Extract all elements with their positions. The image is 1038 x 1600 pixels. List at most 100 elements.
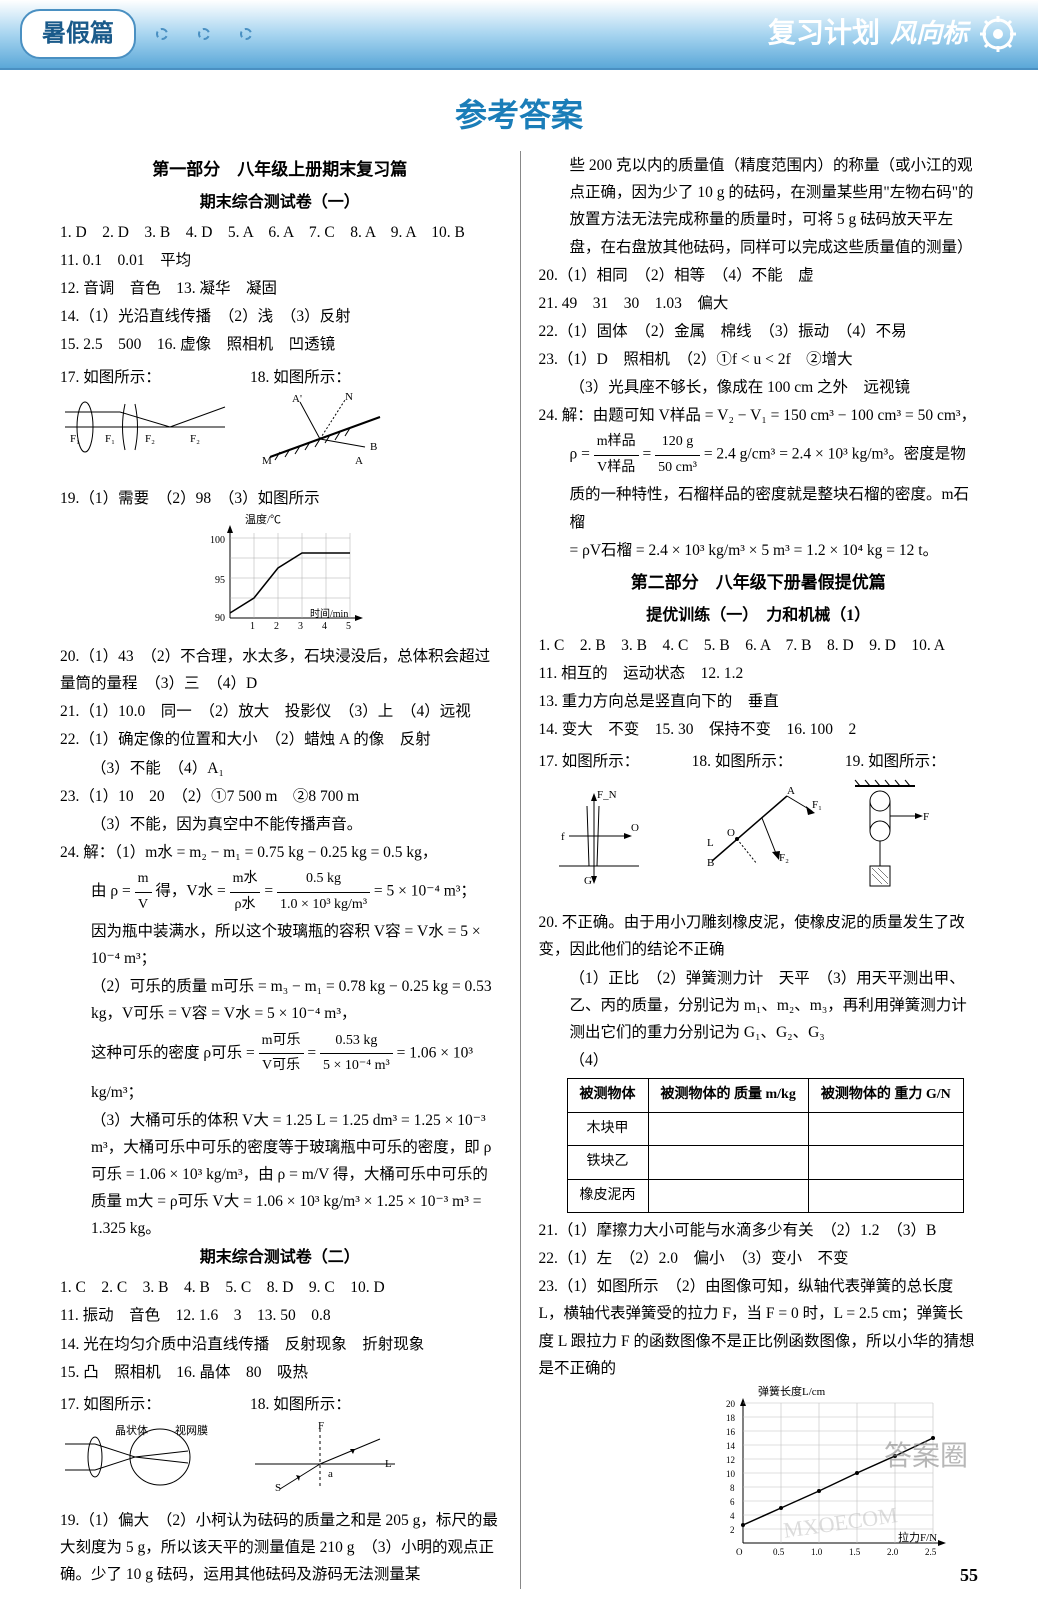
svg-text:N: N xyxy=(345,392,353,403)
part1-title: 第一部分 八年级上册期末复习篇 xyxy=(60,155,500,185)
svg-text:12: 12 xyxy=(726,1455,735,1465)
answer-line: 23.（1）如图所示 （2）由图像可知，纵轴代表弹簧的总长度 L，横轴代表弹簧受… xyxy=(539,1273,979,1382)
svg-text:8: 8 xyxy=(730,1483,735,1493)
svg-text:晶状体: 晶状体 xyxy=(115,1423,148,1437)
equation-line: 由 ρ = mV 得，V水 = m水ρ水 = 0.5 kg1.0 × 10³ k… xyxy=(60,867,500,917)
svg-text:F₁: F₁ xyxy=(812,799,822,811)
answer-line: （3）大桶可乐的体积 V大 = 1.25 L = 1.25 dm³ = 1.25… xyxy=(60,1107,500,1243)
page-header: 暑假篇 复习计划 风向标 xyxy=(0,0,1038,70)
svg-text:A: A xyxy=(787,785,795,797)
answer-line: （3）不能，因为真空中不能传播声音。 xyxy=(60,811,500,838)
answer-line: 23.（1）10 20 （2）①7 500 m ②8 700 m xyxy=(60,783,500,810)
answer-line: （3）不能 （4）A₁ xyxy=(60,755,500,782)
svg-text:F: F xyxy=(318,1420,324,1432)
svg-text:18: 18 xyxy=(726,1413,736,1423)
svg-text:O: O xyxy=(736,1547,743,1557)
svg-text:F: F xyxy=(923,811,929,823)
svg-text:95: 95 xyxy=(215,575,225,586)
equation-line: 这种可乐的密度 ρ可乐 = m可乐V可乐 = 0.53 kg5 × 10⁻⁴ m… xyxy=(60,1029,500,1106)
answer-line: 17. 如图所示： xyxy=(60,364,230,391)
eye-diagram: 晶状体 视网膜 xyxy=(60,1419,230,1494)
answer-line: 20. 不正确。由于用小刀雕刻橡皮泥，使橡皮泥的质量发生了改变，因此他们的结论不… xyxy=(539,909,979,963)
table-cell: 橡皮泥丙 xyxy=(567,1179,648,1213)
svg-text:时间/min: 时间/min xyxy=(310,607,348,620)
answer-line: 24. 解：（1）m水 = m₂ − m₁ = 0.75 kg − 0.25 k… xyxy=(60,839,500,866)
svg-text:0.5: 0.5 xyxy=(773,1547,785,1557)
graph-xlabel: 拉力F/N xyxy=(898,1530,937,1544)
answer-line: 22.（1）固体 （2）金属 棉线 （3）振动 （4）不易 xyxy=(539,318,979,345)
page-number: 55 xyxy=(960,1561,978,1590)
table-header: 被测物体的 质量 m/kg xyxy=(648,1079,808,1113)
svg-text:A': A' xyxy=(292,393,302,405)
svg-text:3: 3 xyxy=(298,621,303,632)
svg-text:1.5: 1.5 xyxy=(849,1547,861,1557)
optics-diagram-17: F₁ F₁ F₂ F₂ xyxy=(60,392,230,462)
table-header: 被测物体 xyxy=(567,1079,648,1113)
answer-line: 19. 如图所示： xyxy=(845,748,978,775)
svg-text:A: A xyxy=(355,455,363,467)
answer-line: （1）正比 （2）弹簧测力计 天平 （3）用天平测出甲、乙、丙的质量，分别记为 … xyxy=(539,965,979,1046)
content-columns: 第一部分 八年级上册期末复习篇 期末综合测试卷（一） 1. D 2. D 3. … xyxy=(0,151,1038,1589)
table-label: （4） xyxy=(539,1047,979,1074)
table-cell xyxy=(808,1179,963,1213)
svg-text:f: f xyxy=(561,831,565,843)
answer-line: （2）可乐的质量 m可乐 = m₃ − m₁ = 0.78 kg − 0.25 … xyxy=(60,973,500,1027)
main-title: 参考答案 xyxy=(0,70,1038,151)
answer-line: 12. 音调 音色 13. 凝华 凝固 xyxy=(60,275,500,302)
svg-text:16: 16 xyxy=(726,1427,736,1437)
svg-text:M: M xyxy=(262,455,272,467)
svg-text:90: 90 xyxy=(215,613,225,624)
svg-text:L: L xyxy=(385,1458,392,1470)
svg-text:2.0: 2.0 xyxy=(887,1547,899,1557)
left-column: 第一部分 八年级上册期末复习篇 期末综合测试卷（一） 1. D 2. D 3. … xyxy=(60,151,500,1589)
table-cell xyxy=(648,1146,808,1180)
answer-line: 24. 解：由题可知 V样品 = V₂ − V₁ = 150 cm³ − 100… xyxy=(539,402,979,429)
answer-line: 19.（1）偏大 （2）小柯认为砝码的质量之和是 205 g，标尺的最大刻度为 … xyxy=(60,1507,500,1588)
table-cell xyxy=(808,1112,963,1146)
answer-line: 些 200 克以内的质量值（精度范围内）的称量（或小江的观点正确，因为少了 10… xyxy=(539,152,979,261)
svg-text:O: O xyxy=(631,822,639,834)
svg-text:2.5: 2.5 xyxy=(925,1547,937,1557)
svg-text:F₁: F₁ xyxy=(105,433,115,445)
svg-text:5: 5 xyxy=(346,621,351,632)
header-right: 复习计划 风向标 xyxy=(768,12,1018,57)
answer-line: 20.（1）相同 （2）相等 （4）不能 虚 xyxy=(539,262,979,289)
answer-line: 11. 相互的 运动状态 12. 1.2 xyxy=(539,660,979,687)
answer-line: 11. 0.1 0.01 平均 xyxy=(60,247,500,274)
test1-title: 期末综合测试卷（一） xyxy=(60,189,500,217)
answer-line: 20.（1）43 （2）不合理，水太多，石块浸没后，总体积会超过量筒的量程 （3… xyxy=(60,643,500,697)
svg-text:1: 1 xyxy=(250,621,255,632)
answer-line: 13. 重力方向总是竖直向下的 垂直 xyxy=(539,688,979,715)
answer-line: 18. 如图所示： xyxy=(692,748,825,775)
svg-text:温度/℃: 温度/℃ xyxy=(245,513,281,526)
answer-line: 11. 振动 音色 12. 1.6 3 13. 50 0.8 xyxy=(60,1302,500,1329)
temperature-graph-19: 温度/℃ 100 95 90 1 2 3 4 5 时间/min xyxy=(190,513,370,633)
svg-text:1.0: 1.0 xyxy=(811,1547,823,1557)
svg-text:20: 20 xyxy=(726,1399,736,1409)
answer-line: 14. 光在均匀介质中沿直线传播 反射现象 折射现象 xyxy=(60,1331,500,1358)
answer-line: 质的一种特性，石榴样品的密度就是整块石榴的密度。m石榴 xyxy=(539,481,979,535)
equation-line: ρ = m样品V样品 = 120 g50 cm³ = 2.4 g/cm³ = 2… xyxy=(539,430,979,480)
answer-line: 14.（1）光沿直线传播 （2）浅 （3）反射 xyxy=(60,303,500,330)
refraction-diagram: F S a L xyxy=(250,1419,400,1494)
graph-ylabel: 弹簧长度L/cm xyxy=(758,1384,826,1398)
answer-line: 因为瓶中装满水，所以这个玻璃瓶的容积 V容 = V水 = 5 × 10⁻⁴ m³… xyxy=(60,918,500,972)
lever-diagram-18: A O F₁ F₂ L B xyxy=(692,776,822,886)
answer-line: = ρV石榴 = 2.4 × 10³ kg/m³ × 5 m³ = 1.2 × … xyxy=(539,537,979,564)
svg-text:6: 6 xyxy=(730,1497,735,1507)
header-right-title: 复习计划 xyxy=(768,12,880,57)
answer-line: 22.（1）确定像的位置和大小 （2）蜡烛 A 的像 反射 xyxy=(60,726,500,753)
svg-text:G: G xyxy=(584,875,592,886)
svg-text:4: 4 xyxy=(322,621,327,632)
svg-text:100: 100 xyxy=(210,535,225,546)
svg-text:L: L xyxy=(707,837,714,849)
svg-text:O: O xyxy=(727,827,735,839)
answer-line: 1. C 2. B 3. B 4. C 5. B 6. A 7. B 8. D … xyxy=(539,632,979,659)
svg-text:视网膜: 视网膜 xyxy=(175,1423,208,1437)
answer-line: 21.（1）摩擦力大小可能与水滴多少有关 （2）1.2 （3）B xyxy=(539,1217,979,1244)
answer-line: 15. 凸 照相机 16. 晶体 80 吸热 xyxy=(60,1359,500,1386)
table-cell xyxy=(808,1146,963,1180)
answer-line: 22.（1）左 （2）2.0 偏小 （3）变小 不变 xyxy=(539,1245,979,1272)
svg-text:F₂: F₂ xyxy=(145,433,155,445)
svg-text:2: 2 xyxy=(274,621,279,632)
